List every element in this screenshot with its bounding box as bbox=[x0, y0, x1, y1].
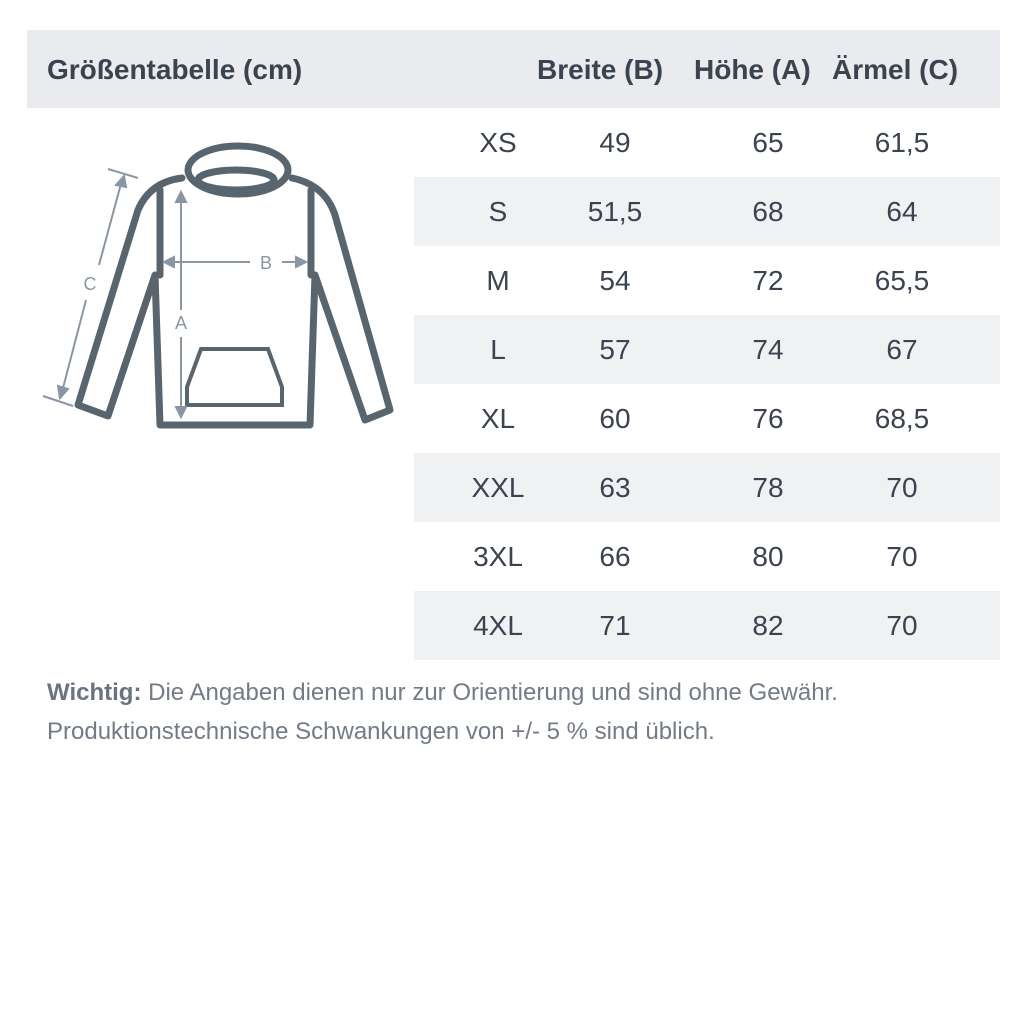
cell-aermel: 61,5 bbox=[874, 127, 930, 158]
cell-size: M bbox=[486, 265, 510, 296]
column-header-breite: Breite (B) bbox=[537, 54, 664, 85]
cell-size: S bbox=[488, 196, 508, 227]
cell-size: 3XL bbox=[473, 541, 523, 572]
cell-breite: 51,5 bbox=[587, 196, 643, 227]
table-row: XS 49 65 61,5 bbox=[414, 108, 1000, 177]
cell-hoehe: 65 bbox=[752, 127, 784, 158]
cell-size: XL bbox=[480, 403, 516, 434]
hoodie-measurement-diagram: A B C bbox=[42, 142, 394, 429]
cell-aermel: 67 bbox=[886, 334, 918, 365]
cell-aermel: 65,5 bbox=[874, 265, 930, 296]
cell-breite: 71 bbox=[599, 610, 631, 641]
cell-breite: 63 bbox=[599, 472, 631, 503]
table-row: XXL 63 78 70 bbox=[414, 453, 1000, 522]
table-row: S 51,5 68 64 bbox=[414, 177, 1000, 246]
footer-text-1: Die Angaben dienen nur zur Orientierung … bbox=[141, 679, 838, 706]
hoodie-icon bbox=[74, 142, 394, 429]
footer-bold: Wichtig: bbox=[47, 679, 142, 706]
cell-breite: 49 bbox=[599, 127, 631, 158]
cell-breite: 60 bbox=[599, 403, 631, 434]
cell-breite: 66 bbox=[599, 541, 631, 572]
label-a: A bbox=[175, 313, 187, 333]
cell-aermel: 70 bbox=[886, 472, 918, 503]
cell-breite: 54 bbox=[599, 265, 631, 296]
cell-hoehe: 78 bbox=[752, 472, 784, 503]
cell-aermel: 70 bbox=[886, 610, 918, 641]
column-header-hoehe: Höhe (A) bbox=[694, 54, 811, 85]
cell-aermel: 64 bbox=[886, 196, 918, 227]
cell-size: L bbox=[490, 334, 506, 365]
cell-size: 4XL bbox=[473, 610, 523, 641]
label-b: B bbox=[260, 253, 272, 273]
cell-hoehe: 80 bbox=[752, 541, 784, 572]
cell-size: XS bbox=[479, 127, 517, 158]
table-row: 4XL 71 82 70 bbox=[414, 591, 1000, 660]
table-header: Größentabelle (cm) Breite (B) Höhe (A) Ä… bbox=[27, 30, 1000, 108]
page-title: Größentabelle (cm) bbox=[47, 54, 303, 85]
cell-breite: 57 bbox=[599, 334, 631, 365]
footer-line-1: Wichtig: Die Angaben dienen nur zur Orie… bbox=[47, 679, 838, 707]
footer-line-2: Produktionstechnische Schwankungen von +… bbox=[47, 718, 715, 745]
table-row: L 57 74 67 bbox=[414, 315, 1000, 384]
cell-hoehe: 68 bbox=[752, 196, 784, 227]
cell-hoehe: 82 bbox=[752, 610, 784, 641]
table-row: XL 60 76 68,5 bbox=[414, 384, 1000, 453]
cell-size: XXL bbox=[471, 472, 525, 503]
table-row: M 54 72 65,5 bbox=[414, 246, 1000, 315]
table-row: 3XL 66 80 70 bbox=[414, 522, 1000, 591]
cell-hoehe: 76 bbox=[752, 403, 784, 434]
cell-aermel: 70 bbox=[886, 541, 918, 572]
cell-hoehe: 72 bbox=[752, 265, 784, 296]
cell-aermel: 68,5 bbox=[874, 403, 930, 434]
label-c: C bbox=[84, 274, 97, 294]
pocket-icon bbox=[185, 347, 284, 407]
cell-hoehe: 74 bbox=[752, 334, 784, 365]
column-header-aermel: Ärmel (C) bbox=[832, 54, 959, 85]
